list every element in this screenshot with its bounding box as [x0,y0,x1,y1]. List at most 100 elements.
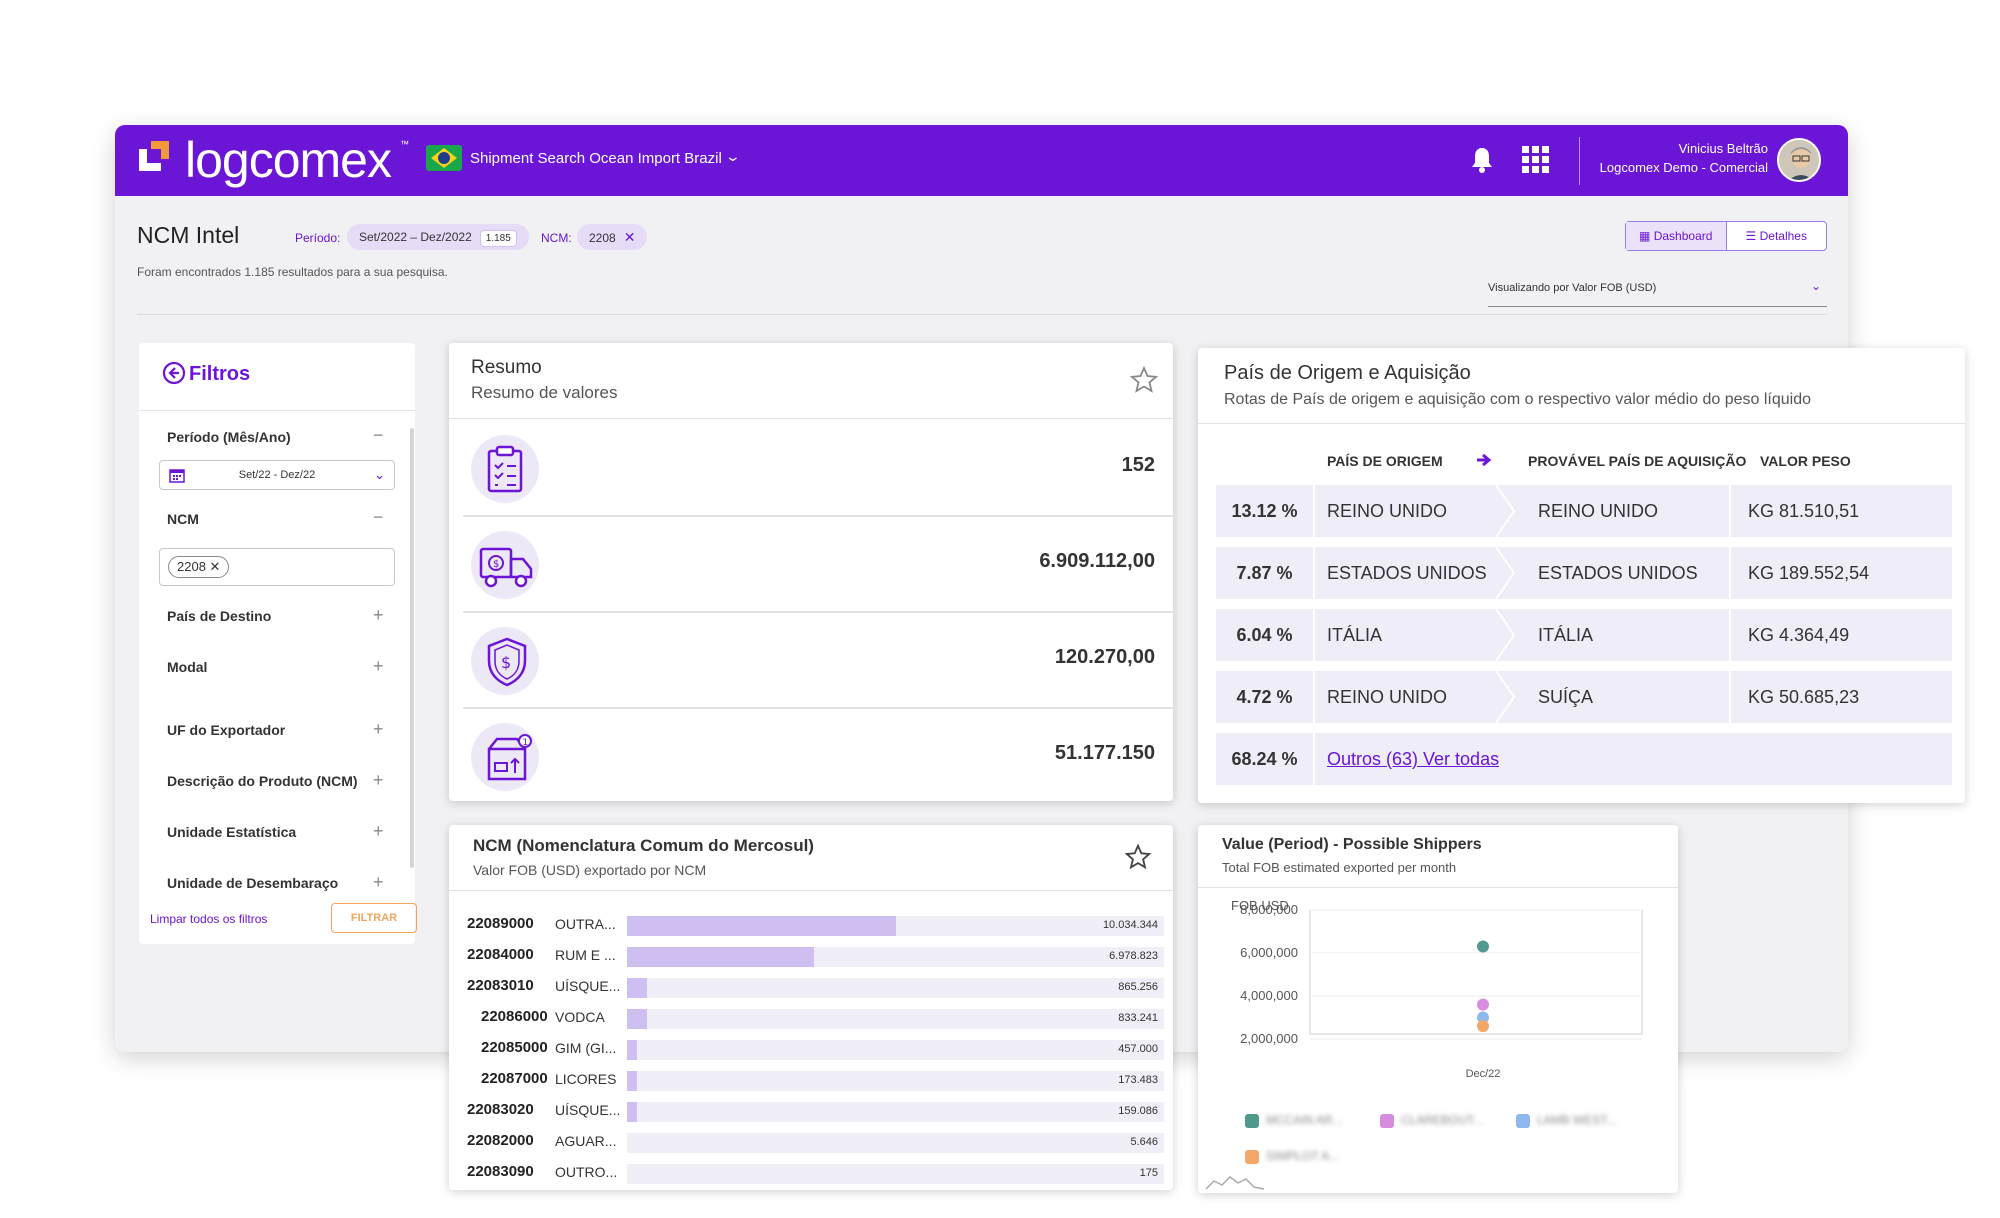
filter-button[interactable]: FILTRAR [331,903,417,933]
shippers-scatter-chart: 8,000,000 6,000,000 4,000,000 2,000,000 Dec/… [1240,902,1643,1080]
ncm-bar-row[interactable]: 22084000 RUM E ... 6.978.823 [467,944,1167,968]
ncm-bar-track: 175 [627,1164,1164,1184]
filters-divider [139,410,415,411]
ncm-code: 22084000 [467,946,534,963]
logcomex-logo-icon[interactable] [133,137,173,177]
scatter-point [1477,1011,1489,1024]
resumo-list: 152 $ 6.909.112,00 $ 120.270,00 1 51.177… [449,421,1175,801]
ncm-bar-value: 6.978.823 [1109,950,1158,962]
resumo-row: 152 [463,421,1175,517]
ncm-bar-value: 833.241 [1118,1012,1158,1024]
user-name[interactable]: Vinicius Beltrão [1678,141,1768,156]
periodo-select[interactable]: Set/22 - Dez/22 ⌄ [159,460,395,490]
ncm-bar [627,1009,647,1029]
ncm-bar-track: 159.086 [627,1102,1164,1122]
logo-text[interactable]: logcomex [185,132,392,188]
shippers-divider [1198,887,1678,888]
expand-icon[interactable]: + [373,605,384,625]
row-aquisicao: ITÁLIA [1538,625,1594,645]
y-axis-label: FOB USD [1231,898,1289,913]
filter-unidade-estatistica[interactable]: Unidade Estatística [167,824,297,840]
table-row[interactable]: 7.87 % ESTADOS UNIDOS ESTADOS UNIDOS KG … [1216,547,1952,599]
bell-icon[interactable] [1469,145,1495,175]
close-icon[interactable]: ✕ [623,229,636,245]
ncm-code: 22087000 [481,1070,548,1087]
dashboard-view-button[interactable]: ▦ Dashboard [1626,222,1727,250]
star-icon[interactable] [1129,365,1159,395]
apps-grid-icon[interactable] [1522,146,1550,174]
filter-modal[interactable]: Modal [167,659,208,675]
collapse-icon[interactable]: − [373,425,384,445]
table-row[interactable]: 13.12 % REINO UNIDO REINO UNIDO KG 81.51… [1216,485,1952,537]
filter-unidade-desembaraco[interactable]: Unidade de Desembaraço [167,875,339,891]
expand-icon[interactable]: + [373,719,384,739]
pais-divider [1198,423,1965,424]
legend-label[interactable]: LAMB WEST... [1537,1113,1617,1127]
expand-icon[interactable]: + [373,821,384,841]
product-selector[interactable]: Shipment Search Ocean Import Brazil [470,150,722,167]
expand-icon[interactable]: + [373,656,384,676]
row-separator [1729,547,1731,599]
ncm-bar [627,1040,637,1060]
clear-filters-link[interactable]: Limpar todos os filtros [150,912,268,926]
ncm-name: AGUAR... [555,1133,617,1149]
row-origem: REINO UNIDO [1327,501,1448,521]
row-chevron [1495,485,1516,537]
row-pct: 7.87 % [1216,547,1315,599]
table-row[interactable]: 6.04 % ITÁLIA ITÁLIA KG 4.364,49 [1216,609,1952,661]
expand-icon[interactable]: + [373,872,384,892]
ncm-input[interactable]: 2208 ✕ [159,548,395,586]
filter-descricao-produto[interactable]: Descrição do Produto (NCM) [167,773,358,789]
ncm-bar [627,1102,637,1122]
ncm-code: 22083020 [467,1101,534,1118]
scatter-point [1477,940,1489,953]
ncm-bar-value: 865.256 [1118,981,1158,993]
ncm-chip[interactable]: 2208 ✕ [577,224,648,250]
filter-uf-exportador[interactable]: UF do Exportador [167,722,286,738]
page-title: NCM Intel [137,222,240,248]
legend-label[interactable]: SIMPLOT A... [1266,1149,1340,1163]
user-organization[interactable]: Logcomex Demo - Comercial [1599,160,1768,175]
filter-ncm[interactable]: NCM [167,511,199,527]
periodo-chip[interactable]: Set/2022 – Dez/2022 1.185 [347,224,529,250]
chevron-down-icon: ⌄ [1810,279,1821,293]
star-icon[interactable] [1124,843,1152,871]
filters-scrollbar[interactable] [410,428,414,868]
view-metric-value: Visualizando por Valor FOB (USD) [1488,282,1657,294]
ncm-bar-row[interactable]: 22087000 LICORES 173.483 [467,1068,1167,1092]
ncm-tag-value: 2208 [177,559,206,574]
chevron-down-icon[interactable]: ⌄ [724,148,742,164]
ncm-bar-row[interactable]: 22089000 OUTRA... 10.034.344 [467,913,1167,937]
svg-text:$: $ [501,653,511,672]
ncm-bar [627,978,647,998]
legend-label[interactable]: CLAREBOUT... [1401,1113,1484,1127]
count-badge: 1.185 [479,230,517,247]
legend-label[interactable]: MCCAIN AR... [1266,1113,1343,1127]
row-peso: KG 50.685,23 [1748,687,1860,707]
ncm-tag[interactable]: 2208 ✕ [168,556,230,578]
filter-pais-destino[interactable]: País de Destino [167,608,272,624]
collapse-icon[interactable]: − [373,507,384,527]
detalhes-view-button[interactable]: ☰ Detalhes [1727,222,1827,250]
ncm-bar-row[interactable]: 22083010 UÍSQUE... 865.256 [467,975,1167,999]
ncm-bar-row[interactable]: 22086000 VODCA 833.241 [467,1006,1167,1030]
close-icon[interactable]: ✕ [209,559,221,574]
plot-frame [1309,909,1643,1035]
ncm-bar-row[interactable]: 22083090 OUTRO... 175 [467,1161,1167,1185]
scatter-point [1477,998,1489,1011]
row-origem: ESTADOS UNIDOS [1327,563,1487,583]
expand-icon[interactable]: + [373,770,384,790]
view-metric-select[interactable]: Visualizando por Valor FOB (USD) ⌄ [1488,275,1827,307]
col-pais-aquisicao: PROVÁVEL PAÍS DE AQUISIÇÃO [1528,453,1747,469]
see-all-link[interactable]: Outros (63) Ver todas [1327,749,1500,769]
legend-swatch [1380,1114,1394,1128]
avatar[interactable] [1777,138,1821,182]
filter-periodo[interactable]: Período (Mês/Ano) [167,429,291,445]
table-row[interactable]: 4.72 % REINO UNIDO SUÍÇA KG 50.685,23 [1216,671,1952,723]
ncm-bar-row[interactable]: 22082000 AGUAR... 5.646 [467,1130,1167,1154]
resumo-divider [449,418,1173,419]
back-arrow-icon[interactable] [162,361,186,385]
ncm-bar-row[interactable]: 22083020 UÍSQUE... 159.086 [467,1099,1167,1123]
filters-panel: Filtros Período (Mês/Ano) − Set/22 - Dez… [139,343,417,944]
ncm-bar-row[interactable]: 22085000 GIM (GI... 457.000 [467,1037,1167,1061]
